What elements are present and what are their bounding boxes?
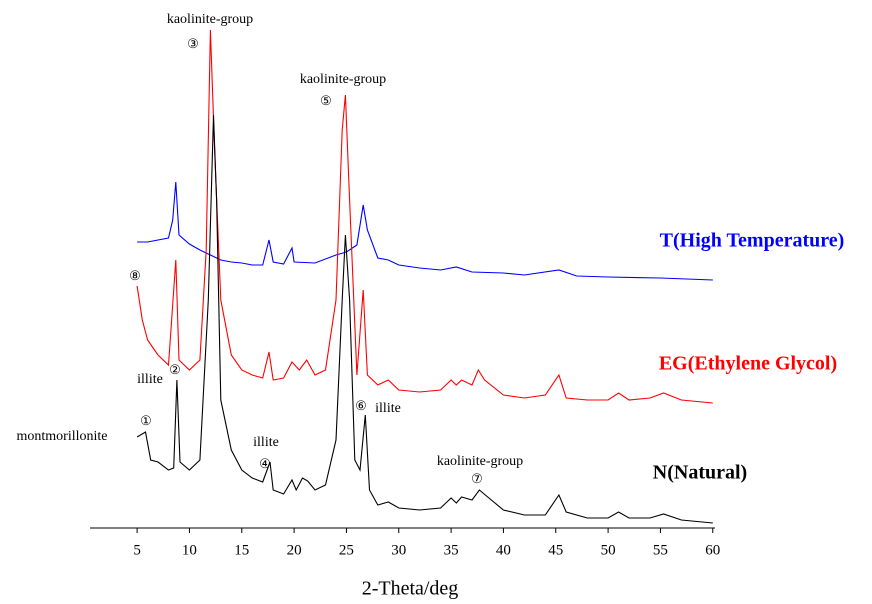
series-label: N(Natural) [653,462,747,484]
annotation-marker: ⑧ [129,268,141,283]
annotation: illite [253,435,279,450]
annotation-marker: ④ [259,456,271,471]
annotation-marker: ⑦ [471,471,483,486]
x-tick-label: 30 [391,542,406,558]
x-tick-label: 20 [287,542,302,558]
xrd-trace [136,29,713,404]
x-tick-label: 60 [705,542,720,558]
x-tick-label: 40 [496,542,511,558]
x-tick-label: 5 [133,542,141,558]
annotation-marker: ③ [187,36,199,51]
x-tick-label: 50 [601,542,616,558]
x-tick-label: 45 [548,542,563,558]
annotation: kaolinite-group [167,12,253,27]
x-axis-label: 2-Theta/deg [362,578,459,600]
annotation: montmorillonite [17,429,108,444]
x-tick-label: 55 [653,542,668,558]
annotation-marker: ② [169,362,181,377]
x-tick-label: 10 [182,542,197,558]
annotation: kaolinite-group [437,454,523,469]
series-label: EG(Ethylene Glycol) [659,353,837,375]
annotation: kaolinite-group [300,72,386,87]
annotation-marker: ⑥ [355,398,367,413]
x-tick-label: 15 [234,542,249,558]
xrd-trace [137,181,713,281]
x-tick-label: 35 [444,542,459,558]
annotation: illite [137,372,163,387]
annotation-marker: ⑤ [320,93,332,108]
series-label: T(High Temperature) [660,230,845,252]
annotation: illite [375,401,401,416]
x-tick-label: 25 [339,542,354,558]
xrd-trace [136,114,713,524]
annotation-marker: ① [140,413,152,428]
